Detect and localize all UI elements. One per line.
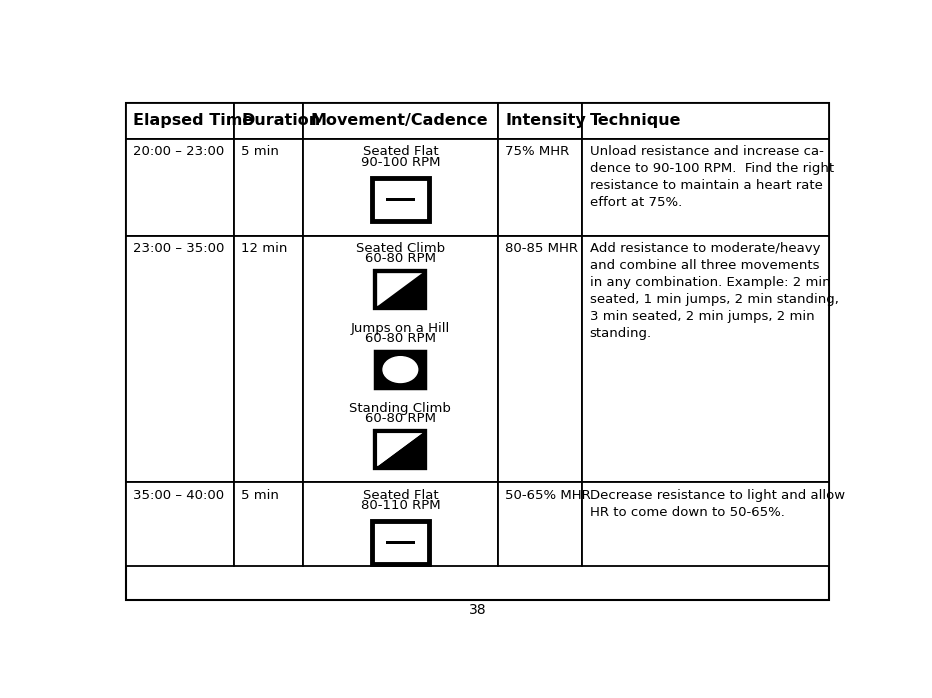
Text: 80-85 MHR: 80-85 MHR bbox=[505, 242, 578, 255]
Text: Movement/Cadence: Movement/Cadence bbox=[310, 113, 487, 128]
Bar bbox=[582, 139, 829, 236]
Polygon shape bbox=[376, 431, 425, 468]
Bar bbox=[498, 236, 582, 482]
Text: 23:00 – 35:00: 23:00 – 35:00 bbox=[133, 242, 225, 255]
Bar bbox=[498, 139, 582, 236]
Bar bbox=[498, 103, 582, 139]
Bar bbox=[234, 236, 303, 482]
Bar bbox=[582, 103, 829, 139]
Text: 50-65% MHR: 50-65% MHR bbox=[505, 489, 591, 502]
Bar bbox=[234, 482, 303, 566]
Text: Decrease resistance to light and allow
HR to come down to 50-65%.: Decrease resistance to light and allow H… bbox=[590, 489, 844, 519]
Text: 60-80 RPM: 60-80 RPM bbox=[364, 413, 436, 425]
Bar bbox=[303, 482, 498, 566]
Text: Seated Flat: Seated Flat bbox=[363, 489, 438, 502]
Text: Seated Climb: Seated Climb bbox=[356, 242, 445, 255]
Bar bbox=[498, 482, 582, 566]
Bar bbox=[126, 103, 234, 139]
Bar bbox=[234, 103, 303, 139]
Bar bbox=[234, 139, 303, 236]
Text: Duration: Duration bbox=[241, 113, 321, 128]
Text: 60-80 RPM: 60-80 RPM bbox=[364, 252, 436, 265]
Text: 75% MHR: 75% MHR bbox=[505, 145, 569, 158]
Bar bbox=[303, 236, 498, 482]
Text: Unload resistance and increase ca-
dence to 90-100 RPM.  Find the right
resistan: Unload resistance and increase ca- dence… bbox=[590, 145, 834, 209]
Text: 38: 38 bbox=[469, 604, 487, 618]
Circle shape bbox=[383, 357, 418, 383]
Text: Seated Flat: Seated Flat bbox=[363, 145, 438, 158]
Text: 12 min: 12 min bbox=[241, 242, 288, 255]
Bar bbox=[582, 482, 829, 566]
Bar bbox=[376, 271, 425, 309]
Bar bbox=[376, 431, 425, 468]
Text: 20:00 – 23:00: 20:00 – 23:00 bbox=[133, 145, 225, 158]
Text: 90-100 RPM: 90-100 RPM bbox=[361, 156, 440, 169]
Bar bbox=[376, 351, 425, 388]
Polygon shape bbox=[376, 271, 425, 309]
Text: Intensity: Intensity bbox=[505, 113, 586, 128]
Bar bbox=[126, 482, 234, 566]
Text: Jumps on a Hill: Jumps on a Hill bbox=[350, 322, 450, 335]
Bar bbox=[372, 521, 429, 564]
Bar bbox=[386, 198, 415, 201]
Bar bbox=[303, 103, 498, 139]
Bar bbox=[376, 431, 425, 468]
Text: 5 min: 5 min bbox=[241, 489, 280, 502]
Text: 60-80 RPM: 60-80 RPM bbox=[364, 332, 436, 346]
Text: Standing Climb: Standing Climb bbox=[350, 402, 451, 415]
Bar bbox=[303, 139, 498, 236]
Text: 35:00 – 40:00: 35:00 – 40:00 bbox=[133, 489, 225, 502]
Bar bbox=[582, 236, 829, 482]
Text: Elapsed Time: Elapsed Time bbox=[133, 113, 254, 128]
Text: 80-110 RPM: 80-110 RPM bbox=[361, 499, 440, 512]
Bar bbox=[386, 541, 415, 544]
Polygon shape bbox=[376, 431, 425, 468]
Bar bbox=[126, 236, 234, 482]
Text: 5 min: 5 min bbox=[241, 145, 280, 158]
Bar bbox=[376, 271, 425, 309]
Bar bbox=[372, 178, 429, 221]
Bar bbox=[126, 139, 234, 236]
Text: Technique: Technique bbox=[590, 113, 681, 128]
Text: Add resistance to moderate/heavy
and combine all three movements
in any combinat: Add resistance to moderate/heavy and com… bbox=[590, 242, 839, 340]
